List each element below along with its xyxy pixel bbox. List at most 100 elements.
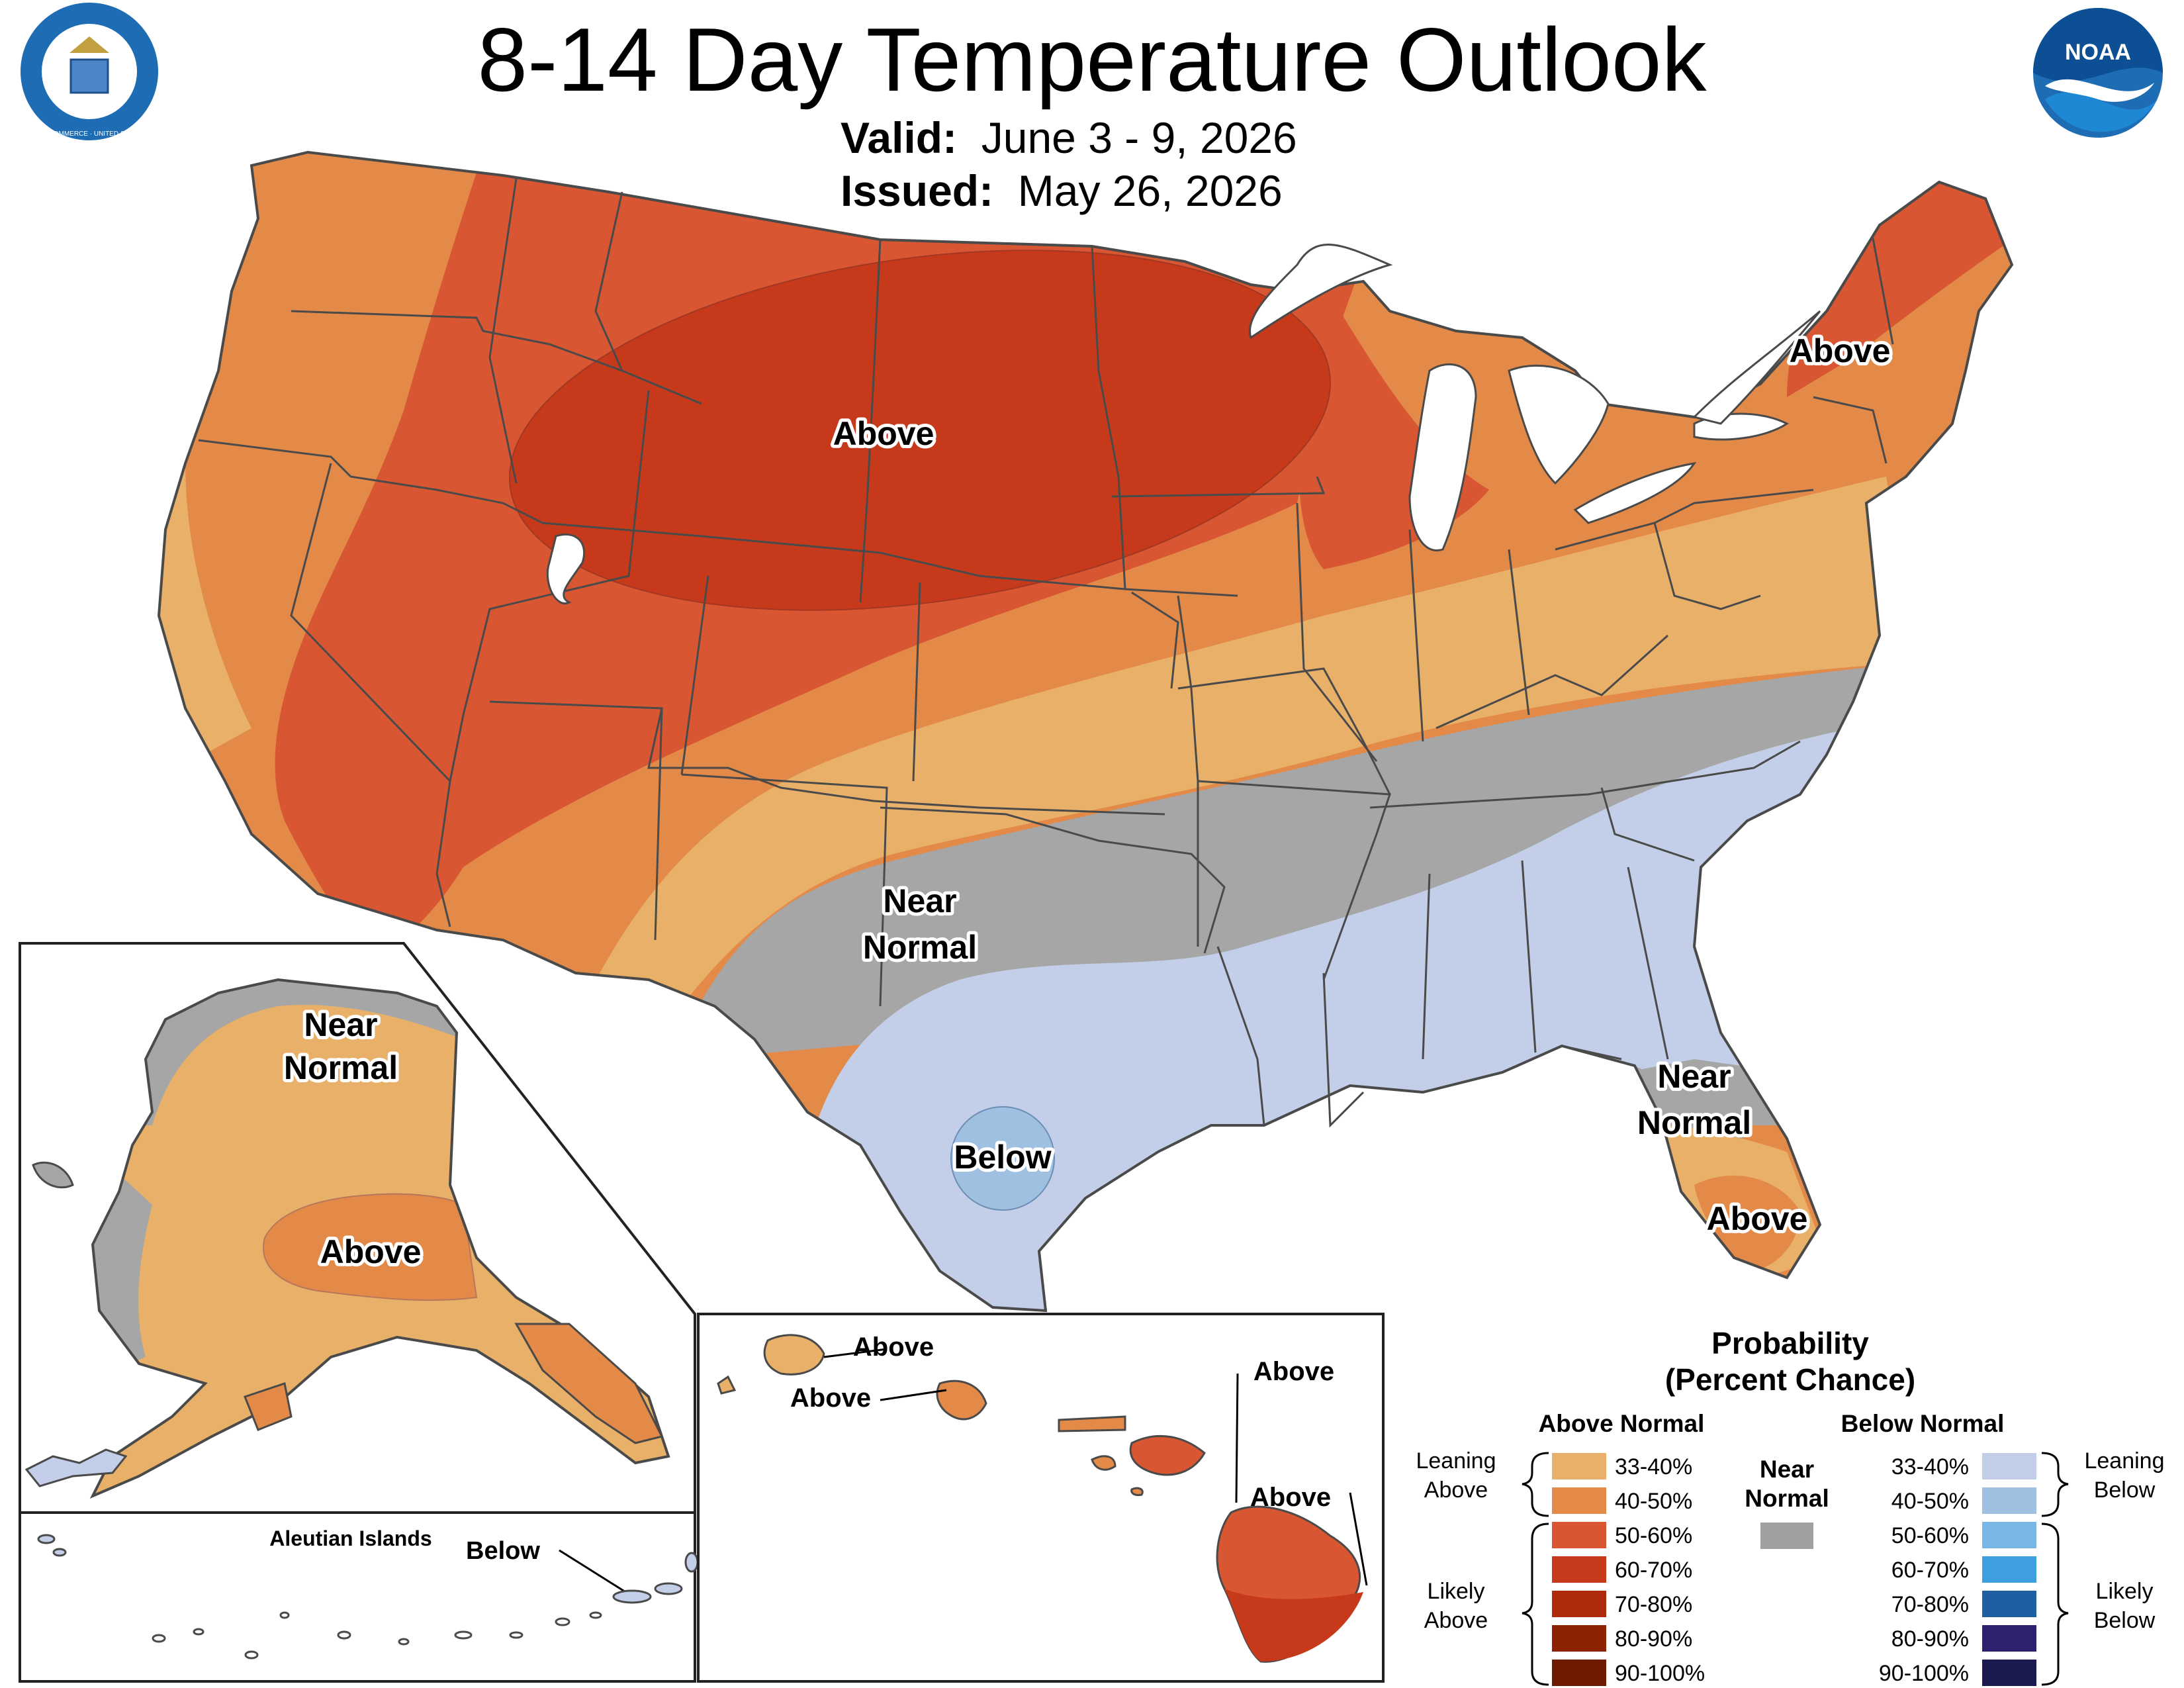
legend-above-bin-swatch-3 <box>1552 1522 1606 1548</box>
label-above-north: Above <box>833 415 934 452</box>
legend-above-bin-label-7: 90-100% <box>1615 1661 1705 1686</box>
legend-above-bin-label-3: 50-60% <box>1615 1523 1692 1548</box>
label-hawaii-above-1: Above <box>853 1333 934 1362</box>
label-florida-near-normal-line2: Normal <box>1637 1104 1751 1141</box>
kahoolawe-island <box>1130 1487 1144 1496</box>
legend-above-bins: 33-40% 40-50% 50-60% 60-70% 70-80% 80-90% 90-1… <box>1552 1453 1705 1686</box>
legend-below-bin-swatch-5 <box>1982 1591 2036 1617</box>
legend-below-bin-swatch-1 <box>1982 1453 2036 1479</box>
label-hawaii-above-3: Above <box>1253 1357 1334 1386</box>
texas-below-40-50-zone <box>950 1106 1055 1211</box>
maui-island <box>1129 1434 1206 1476</box>
niihau-island <box>717 1375 737 1395</box>
lake-erie <box>1573 461 1697 524</box>
label-near-normal-line1: Near <box>883 882 956 919</box>
legend-above-bin-swatch-2 <box>1552 1487 1606 1514</box>
legend-below-header: Below Normal <box>1841 1410 2005 1437</box>
legend-below-bin-label-4: 60-70% <box>1891 1558 1969 1583</box>
legend-above-bin-swatch-1 <box>1552 1453 1606 1479</box>
legend-above-header: Above Normal <box>1539 1410 1705 1437</box>
noaa-logo: NOAA <box>2033 8 2163 138</box>
label-aleutian-title: Aleutian Islands <box>269 1526 432 1550</box>
page-title: 8-14 Day Temperature Outlook <box>477 9 1707 110</box>
legend-above-bin-swatch-5 <box>1552 1591 1606 1617</box>
legend-below-bin-swatch-7 <box>1982 1660 2036 1686</box>
issued-value: May 26, 2026 <box>1017 166 1283 215</box>
bracket-leaning-above <box>1522 1452 1549 1517</box>
state-boundaries <box>198 178 1894 1128</box>
commerce-seal-logo: DEPARTMENT OF COMMERCE · UNITED STATES O… <box>0 3 188 140</box>
legend-near-header-line1: Near <box>1760 1456 1814 1483</box>
alaska-outline <box>89 978 670 1499</box>
hawaii-pointer-line-2 <box>880 1389 947 1401</box>
aleutian-inset: Aleutian Islands Below <box>19 1511 699 1683</box>
valid-value: June 3 - 9, 2026 <box>981 113 1297 162</box>
lanai-island <box>1091 1455 1116 1471</box>
aleutian-islands-below <box>37 1534 699 1604</box>
legend-below-bin-label-2: 40-50% <box>1891 1489 1969 1514</box>
aleutian-pointer-line <box>559 1549 629 1595</box>
label-hawaii-above-4: Above <box>1250 1483 1331 1512</box>
aleutian-islands <box>152 1611 602 1660</box>
hawaii-pointer-line-4 <box>1349 1492 1368 1586</box>
legend-below-bin-label-3: 50-60% <box>1891 1523 1969 1548</box>
legend-title-line1: Probability <box>1711 1326 1869 1360</box>
legend-near-normal-swatch <box>1760 1523 1813 1549</box>
lake-huron <box>1508 364 1610 485</box>
seagull-icon <box>2045 79 2154 102</box>
kauai-island <box>763 1334 825 1376</box>
label-near-normal-line2: Normal <box>863 929 977 966</box>
label-hawaii-above-2: Above <box>790 1383 871 1413</box>
legend-below-bin-swatch-4 <box>1982 1556 2036 1583</box>
legend-brackets <box>1522 1452 2069 1686</box>
legend-above-bin-label-2: 40-50% <box>1615 1489 1692 1514</box>
legend-leaning-below-line2: Below <box>2094 1477 2156 1503</box>
hawaiian-islands <box>717 1334 1363 1663</box>
molokai-island <box>1058 1415 1126 1432</box>
label-alaska-near-normal-line2: Normal <box>284 1049 398 1086</box>
south-florida-above-40-50-zone <box>1694 1175 1800 1271</box>
lake-michigan <box>1408 363 1477 551</box>
issued-label: Issued: <box>841 166 994 215</box>
legend-above-bin-swatch-6 <box>1552 1625 1606 1652</box>
hawaii-inset: Above Above Above Above <box>697 1313 1385 1683</box>
legend-above-bin-label-4: 60-70% <box>1615 1558 1692 1583</box>
legend-below-bin-label-1: 33-40% <box>1891 1454 1969 1479</box>
label-alaska-near-normal-line1: Near <box>304 1006 377 1043</box>
lake-superior <box>1249 244 1393 340</box>
st-lawrence-river <box>1692 310 1821 425</box>
label-florida-near-normal-line1: Near <box>1657 1058 1731 1095</box>
oahu-island <box>936 1380 987 1421</box>
northern-plains-above-60-70-zone <box>509 250 1331 611</box>
legend-above-bin-swatch-7 <box>1552 1660 1606 1686</box>
label-above-florida: Above <box>1707 1200 1808 1237</box>
legend-below-bin-swatch-6 <box>1982 1625 2036 1652</box>
legend-leaning-below-line1: Leaning <box>2084 1448 2164 1474</box>
legend-above-bin-swatch-4 <box>1552 1556 1606 1583</box>
legend-leaning-above-line2: Above <box>1424 1477 1488 1503</box>
bracket-likely-above <box>1522 1523 1549 1686</box>
alaska-peninsula-below-zone <box>24 1448 128 1487</box>
alaska-above-40-50-zone <box>263 1193 478 1301</box>
bracket-likely-below <box>2041 1523 2069 1686</box>
aleutian-inset-frame <box>19 1511 696 1683</box>
legend-above-bin-label-6: 80-90% <box>1615 1626 1692 1652</box>
legend-near-header-line2: Normal <box>1745 1485 1829 1512</box>
alaska-west-near-normal-zone <box>93 1125 152 1390</box>
legend-below-bin-label-7: 90-100% <box>1879 1661 1969 1686</box>
alaska-panhandle-zone <box>514 1323 664 1444</box>
label-below-texas: Below <box>954 1139 1051 1176</box>
hawaii-pointer-line-3 <box>1235 1373 1239 1503</box>
legend-likely-above-line2: Above <box>1424 1608 1488 1633</box>
noaa-logo-text: NOAA <box>2065 40 2131 65</box>
legend-below-bin-swatch-3 <box>1982 1522 2036 1548</box>
valid-line: Valid: June 3 - 9, 2026 <box>841 116 1297 160</box>
great-salt-lake <box>546 533 586 605</box>
legend-below-bin-label-5: 70-80% <box>1891 1592 1969 1617</box>
legend-above-bin-label-5: 70-80% <box>1615 1592 1692 1617</box>
st-lawrence-island <box>32 1161 74 1189</box>
legend: Probability (Percent Chance) Above Norma… <box>1416 1326 2165 1686</box>
legend-likely-below-line2: Below <box>2094 1608 2156 1633</box>
hawaii-pointer-line-1 <box>823 1348 887 1358</box>
